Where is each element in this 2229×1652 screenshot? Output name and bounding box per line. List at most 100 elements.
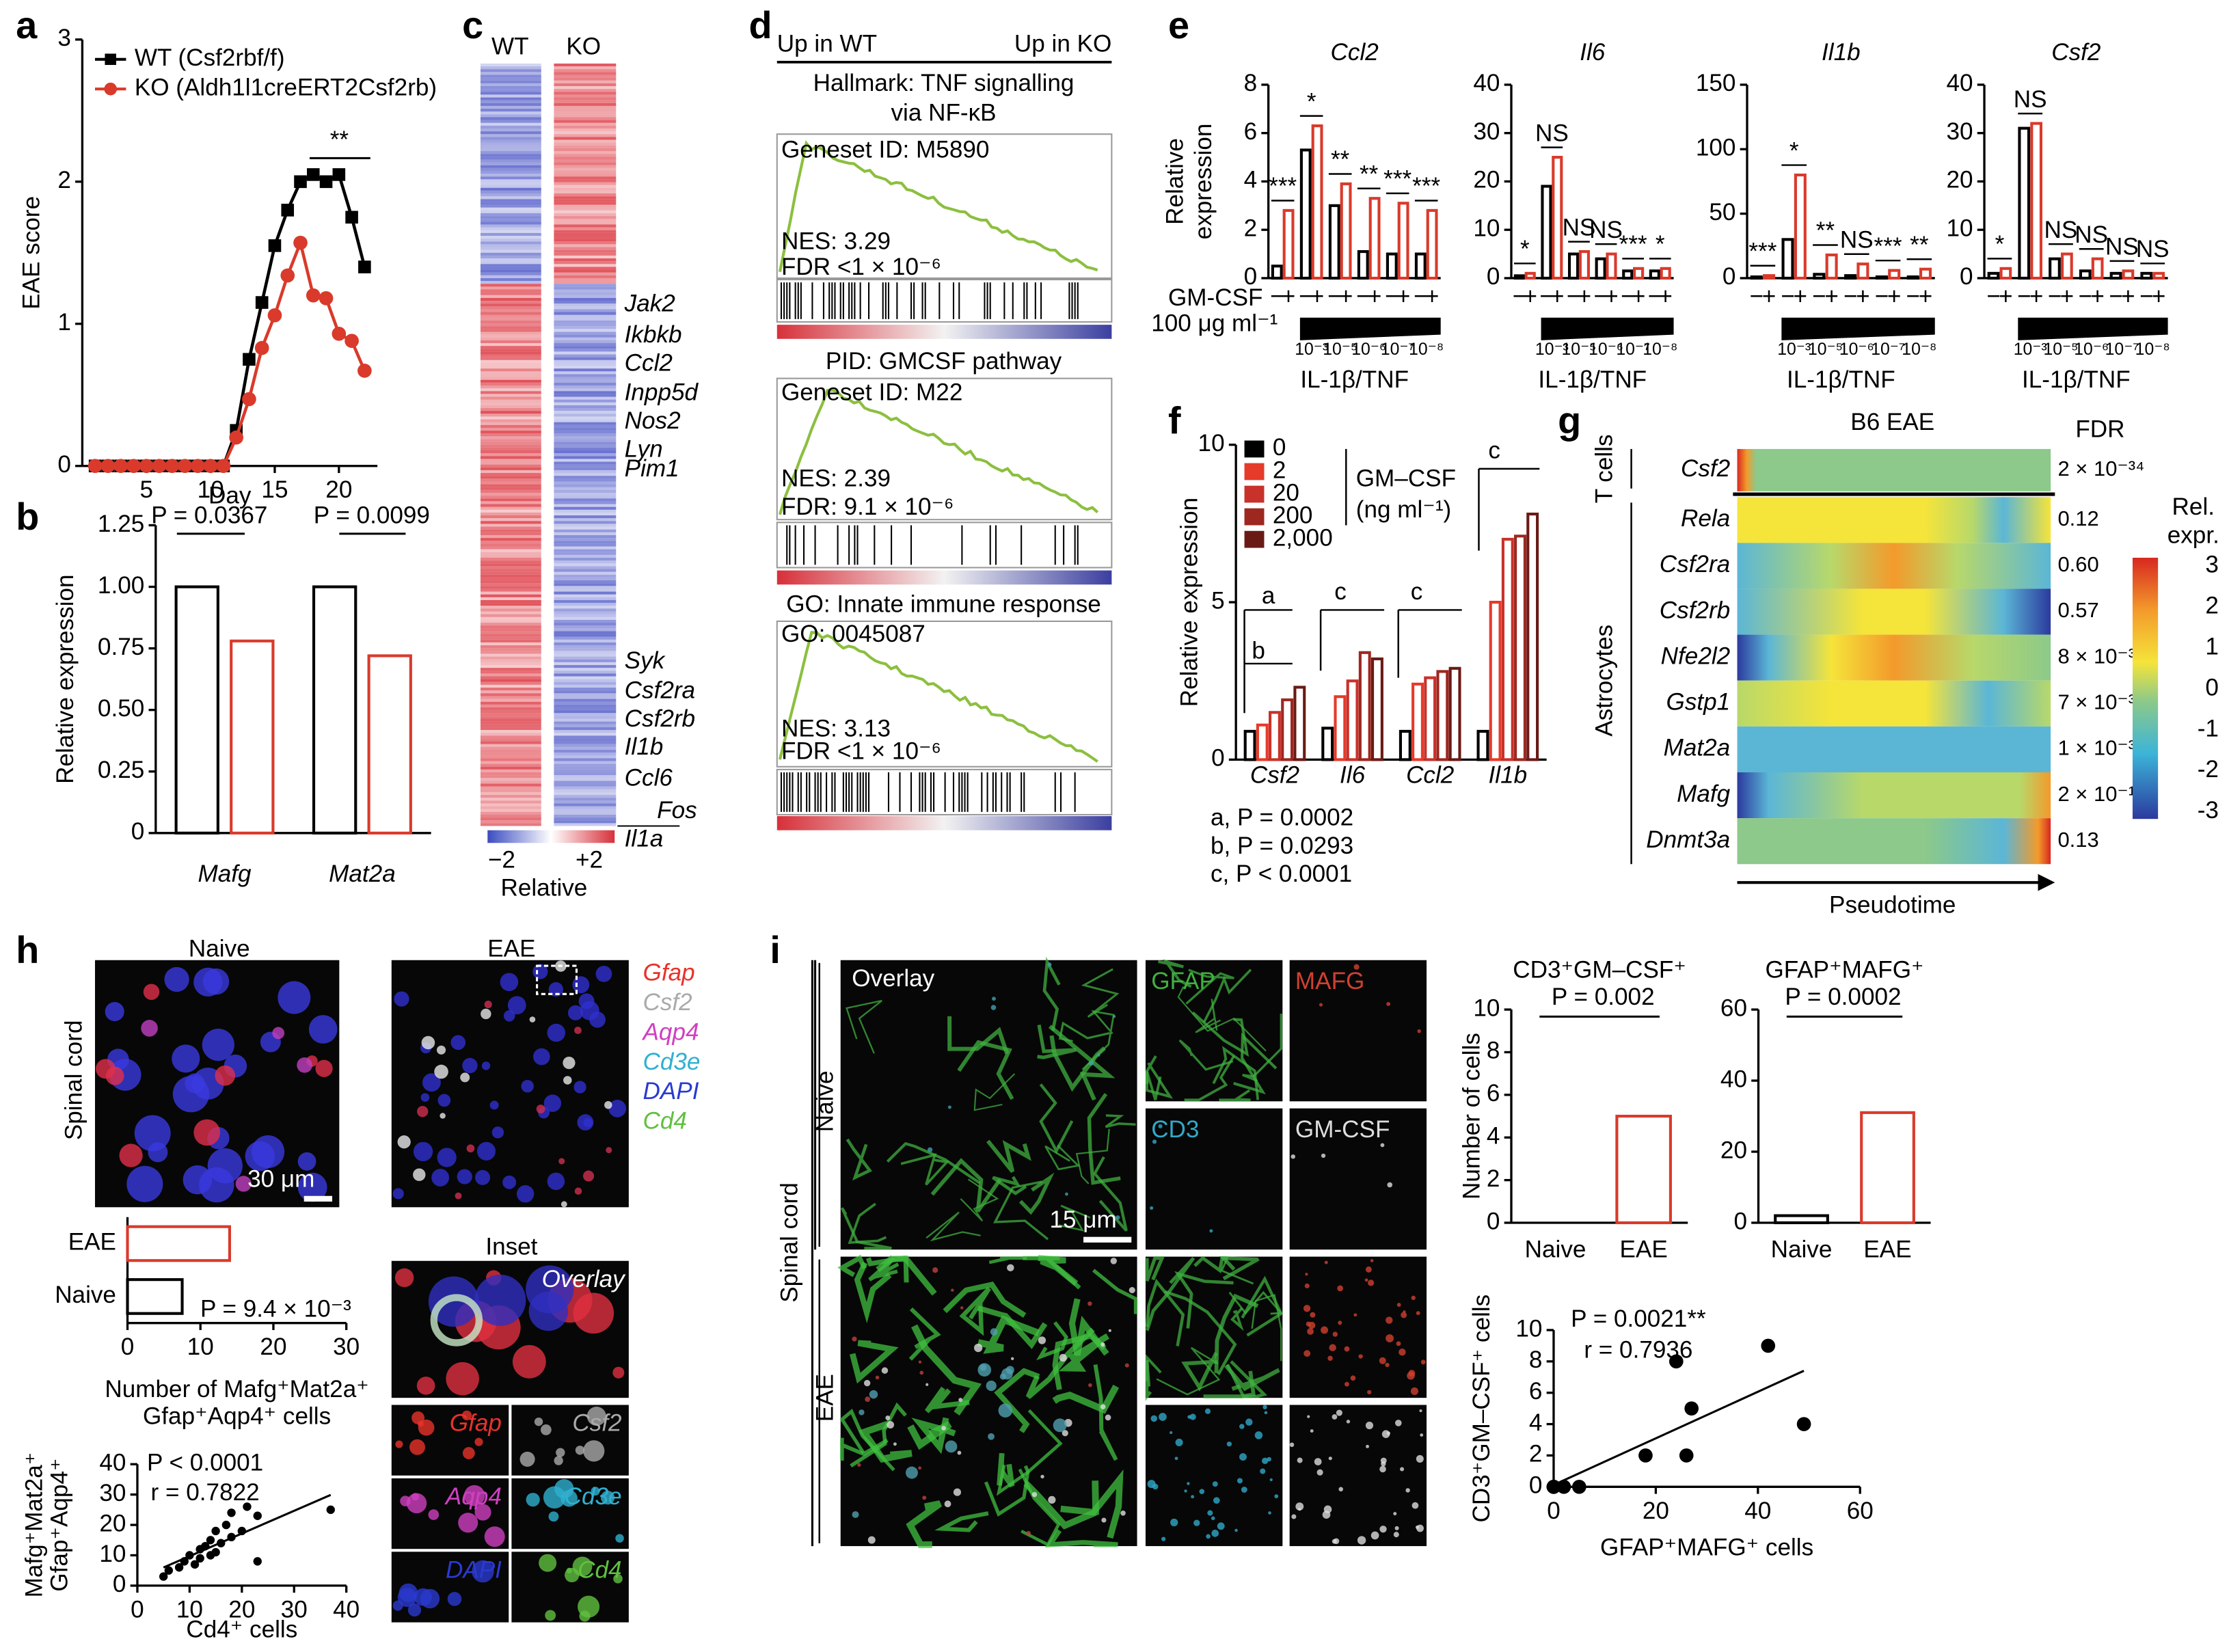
heat-row (480, 673, 541, 677)
heat-row (480, 761, 541, 764)
fiber (1075, 1128, 1110, 1184)
bar (1813, 273, 1826, 280)
heat-row (554, 176, 617, 180)
heat-row (554, 557, 617, 561)
blob (526, 1493, 540, 1507)
rank-gradient (776, 816, 1112, 830)
heat-row (480, 232, 541, 236)
heat-row (480, 159, 541, 163)
heat-row (554, 696, 617, 699)
blob (1316, 1469, 1323, 1476)
heat-row (554, 563, 617, 567)
marker (165, 459, 180, 474)
blob (437, 1094, 451, 1107)
channel-label: DAPI (446, 1557, 502, 1584)
blob (1031, 1491, 1038, 1498)
blob (595, 965, 612, 982)
blob (548, 1511, 559, 1522)
annotation: NS (2075, 221, 2108, 248)
blob (958, 1398, 963, 1403)
heat-row (480, 227, 541, 230)
heat-row (554, 159, 617, 163)
blob (922, 1495, 927, 1500)
heat-row (554, 800, 617, 804)
blob (1387, 1182, 1393, 1188)
bar (1825, 253, 1838, 280)
bar (1489, 601, 1502, 761)
heat-row (554, 738, 617, 742)
heat-row (480, 707, 541, 711)
blob (615, 1534, 624, 1543)
heat-row (480, 427, 541, 431)
heat-row (554, 724, 617, 727)
heat-row (480, 416, 541, 420)
heat-row (480, 699, 541, 702)
heat-row (554, 114, 617, 118)
heat-row (480, 286, 541, 290)
bar (230, 639, 275, 835)
fdr-value: 0.12 (2057, 506, 2098, 530)
fiber (1039, 1083, 1074, 1154)
heat-row (480, 151, 541, 154)
heat-row (480, 114, 541, 118)
marker (203, 459, 218, 474)
heat-row (554, 716, 617, 719)
heat-row (554, 230, 617, 233)
heat-row (554, 817, 617, 821)
heat-row (480, 492, 541, 496)
point (221, 1520, 231, 1530)
heat-row (480, 758, 541, 761)
heat-row (554, 137, 617, 140)
blob (945, 1440, 958, 1453)
bar (1615, 1114, 1672, 1225)
heat-row (480, 786, 541, 789)
heat-row (554, 628, 617, 632)
marker (358, 260, 371, 273)
gene-label: Dnmt3a (1646, 826, 1730, 853)
heat-row (554, 244, 617, 247)
blob (1405, 1488, 1410, 1493)
scale-label: Rel. (2172, 493, 2215, 520)
heat-row (480, 394, 541, 397)
annotation: *** (1269, 173, 1297, 200)
annotation: *** (1874, 233, 1902, 260)
point (1556, 1479, 1571, 1494)
heat-row (554, 419, 617, 422)
bar (1906, 275, 1919, 280)
blob (481, 1008, 491, 1020)
blob (1420, 1433, 1424, 1437)
blob (565, 1567, 580, 1583)
heat-row (480, 552, 541, 555)
x-tick-label: Naive (1771, 1236, 1833, 1263)
gm-csf-sign: + (1856, 283, 1870, 310)
gm-csf-sign: + (2152, 283, 2166, 310)
y-tick-label: 5 (1211, 587, 1225, 614)
heat-row (554, 63, 617, 67)
heat-row (1737, 680, 2051, 727)
heat-row (554, 515, 617, 519)
annotation: ** (1331, 146, 1350, 173)
blob (1038, 1336, 1046, 1344)
heat-row (554, 396, 617, 400)
heat-row (480, 235, 541, 239)
fiber (1214, 1293, 1259, 1373)
blob (1189, 1413, 1196, 1420)
heat-row (480, 97, 541, 100)
blob (529, 1016, 536, 1023)
fiber (886, 1141, 981, 1184)
fiber (908, 1307, 941, 1361)
heat-row (554, 216, 617, 219)
blob (1048, 1495, 1056, 1504)
marker (319, 290, 334, 306)
blob (554, 1479, 574, 1499)
heat-row (480, 496, 541, 499)
heat-row (554, 207, 617, 211)
heat-row (480, 134, 541, 137)
blob (463, 1485, 485, 1506)
column-label: WT (491, 33, 529, 60)
blob (591, 1487, 600, 1496)
blob (1321, 1326, 1328, 1334)
heat-row (554, 331, 617, 335)
blob (534, 1417, 543, 1426)
blob (1365, 1421, 1374, 1430)
